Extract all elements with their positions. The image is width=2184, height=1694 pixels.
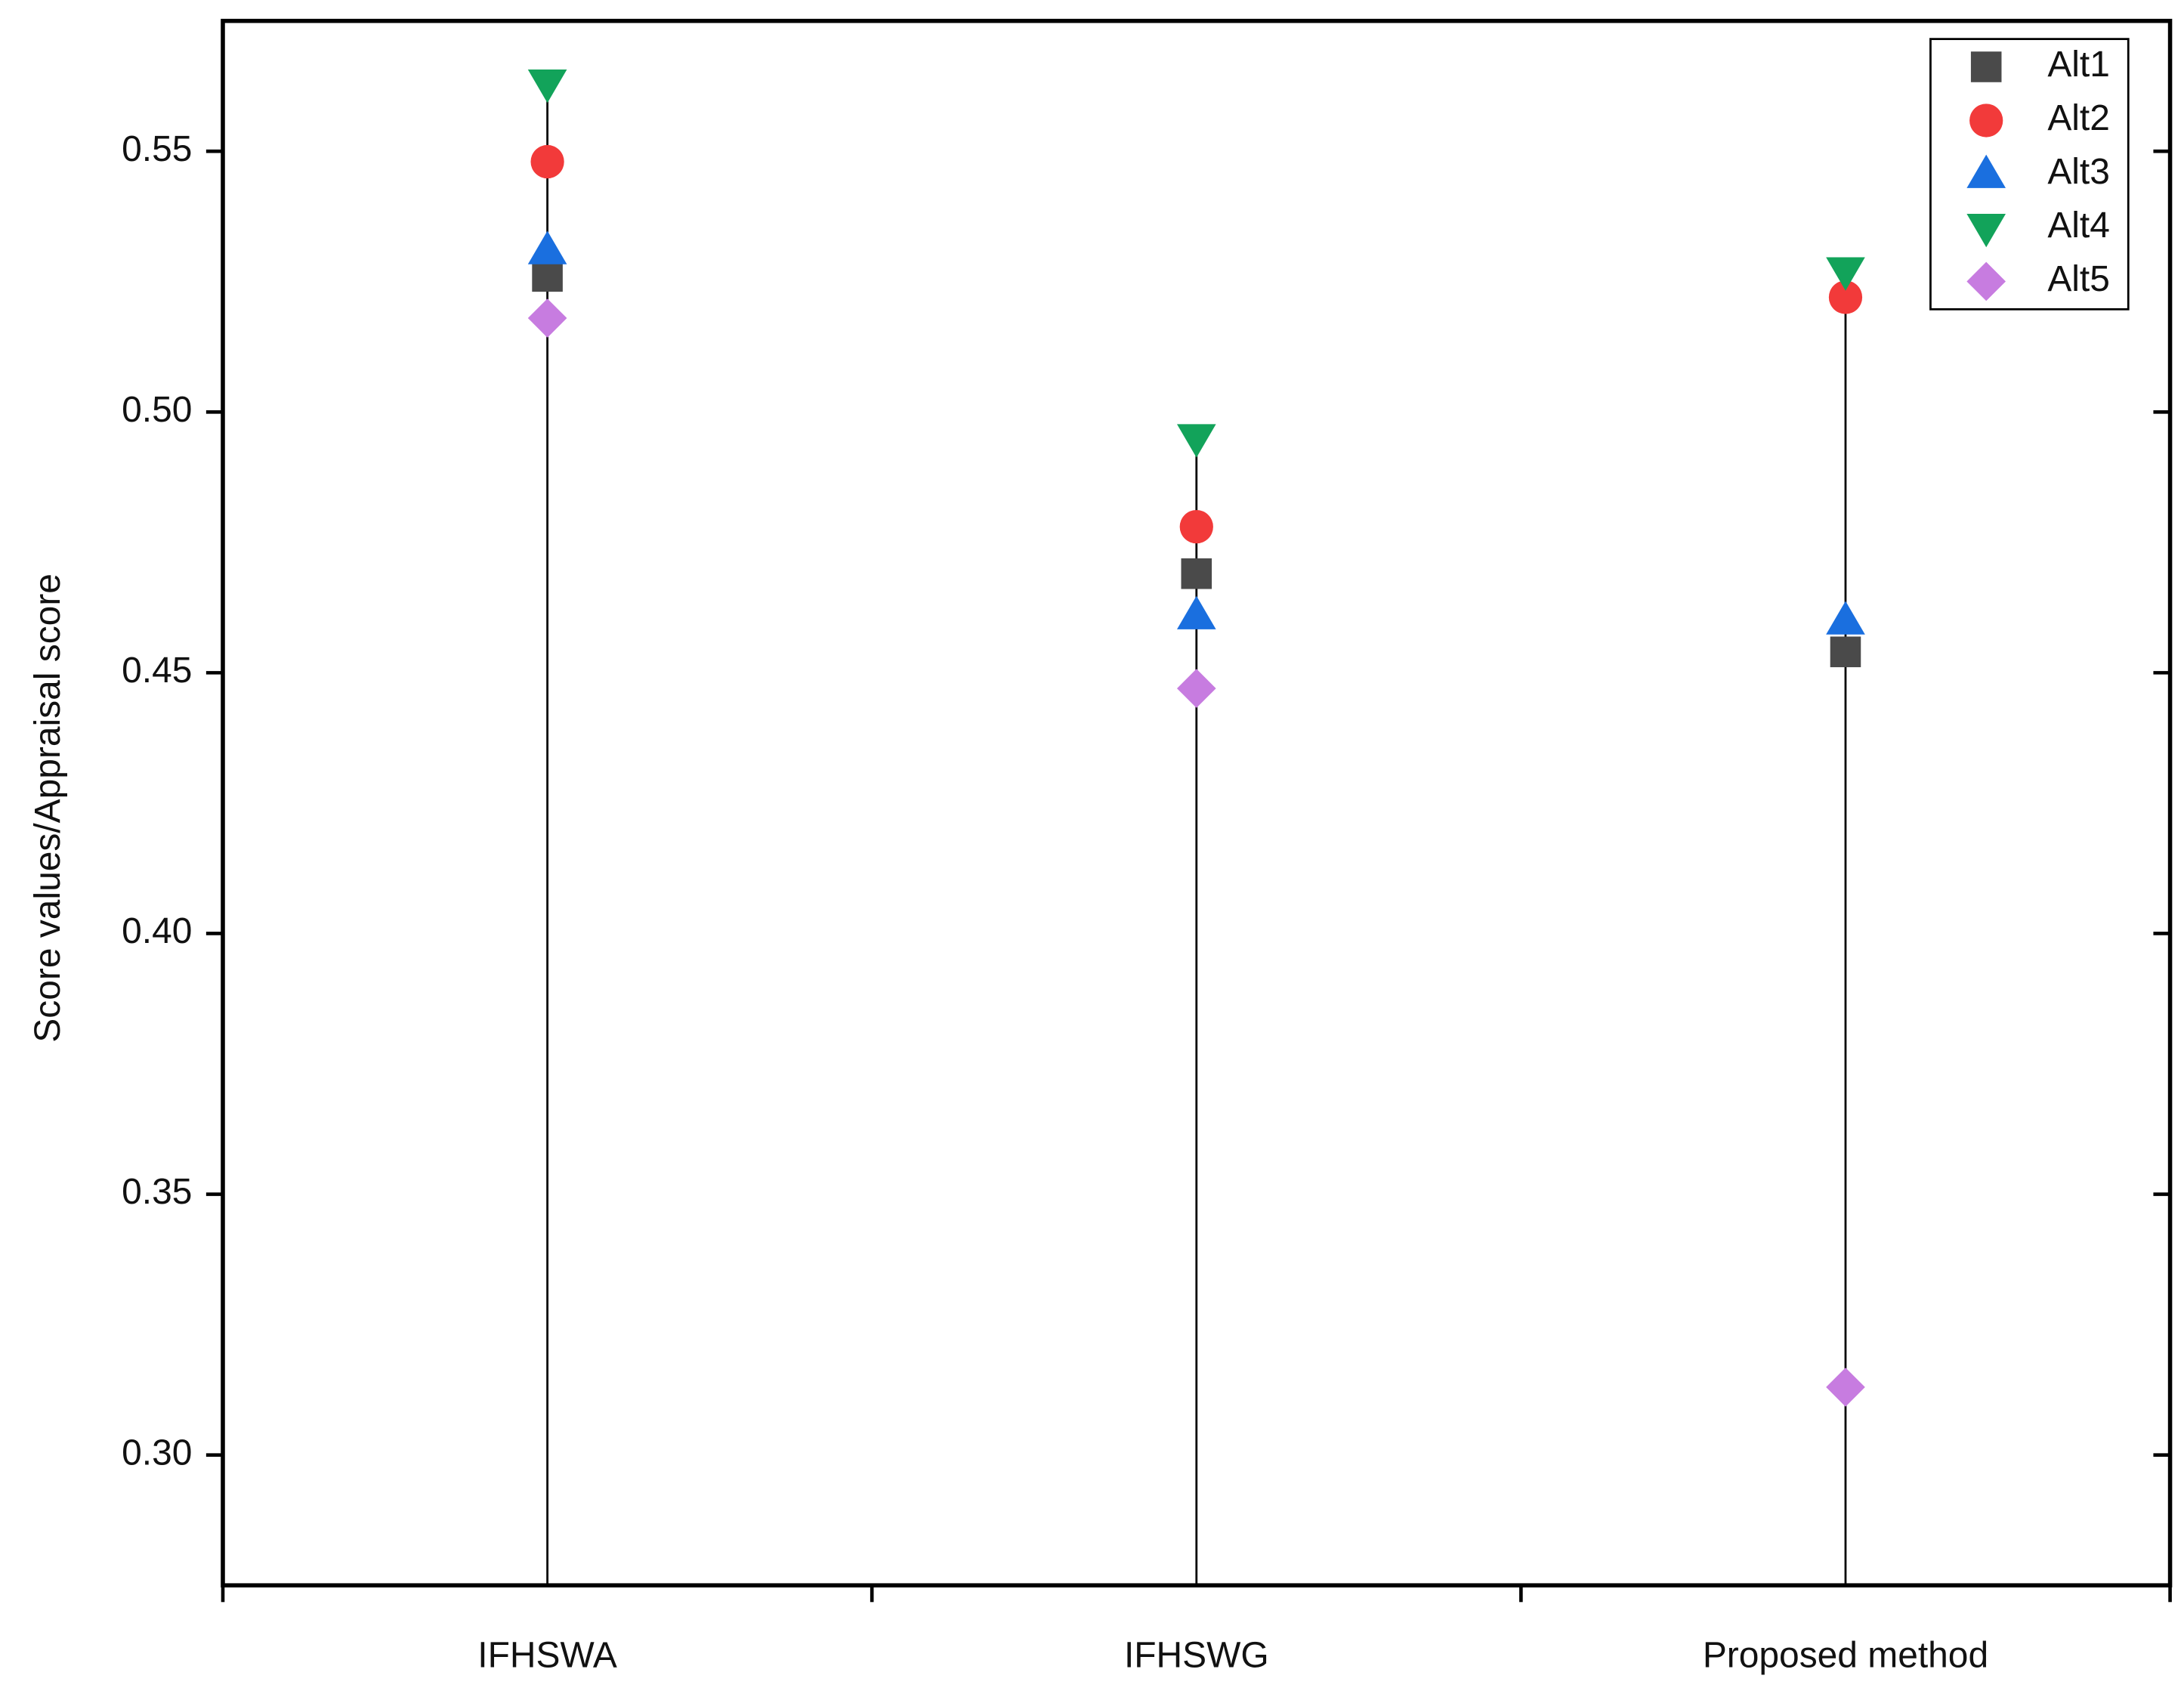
marker-triangle-down <box>527 70 567 104</box>
marker-circle <box>530 144 564 179</box>
plot-frame <box>221 18 2173 1587</box>
marker-triangle-up <box>1826 601 1865 635</box>
marker-triangle-up <box>527 230 567 264</box>
marker-triangle-up <box>1966 154 2006 188</box>
marker-diamond <box>1966 261 2006 301</box>
marker-diamond <box>527 298 567 338</box>
x-tick-label: IFHSWA <box>477 1636 617 1676</box>
marker-triangle-down <box>1826 257 1865 291</box>
y-tick-label: 0.55 <box>122 129 192 169</box>
y-tick-label: 0.45 <box>122 651 192 691</box>
legend: Alt1 Alt2 Alt3 Alt4 Alt5 <box>1929 38 2130 311</box>
marker-circle <box>1828 280 1863 314</box>
legend-box <box>1929 38 2130 311</box>
marker-square <box>532 261 563 292</box>
marker-circle <box>1179 510 1213 544</box>
legend-label: Alt4 <box>2047 206 2110 246</box>
y-tick-label: 0.50 <box>122 390 192 430</box>
marker-triangle-down <box>1176 424 1216 458</box>
marker-diamond <box>1176 669 1216 708</box>
x-tick-label: IFHSWG <box>1124 1636 1269 1676</box>
x-tick-label: Proposed method <box>1703 1636 1988 1676</box>
y-axis-label: Score values/Appraisal score <box>28 573 68 1043</box>
y-tick-label: 0.40 <box>122 911 192 951</box>
legend-label: Alt3 <box>2047 152 2110 192</box>
marker-triangle-down <box>1966 214 2006 248</box>
y-tick-label: 0.30 <box>122 1433 192 1473</box>
legend-label: Alt2 <box>2047 98 2110 138</box>
marker-triangle-up <box>1176 595 1216 629</box>
marker-circle <box>1969 104 2003 138</box>
legend-label: Alt1 <box>2047 45 2110 85</box>
marker-square <box>1830 636 1861 668</box>
y-tick-label: 0.35 <box>122 1172 192 1212</box>
marker-diamond <box>1826 1368 1865 1407</box>
legend-label: Alt5 <box>2047 259 2110 299</box>
marker-square <box>1181 558 1212 589</box>
marker-square <box>1970 51 2002 82</box>
